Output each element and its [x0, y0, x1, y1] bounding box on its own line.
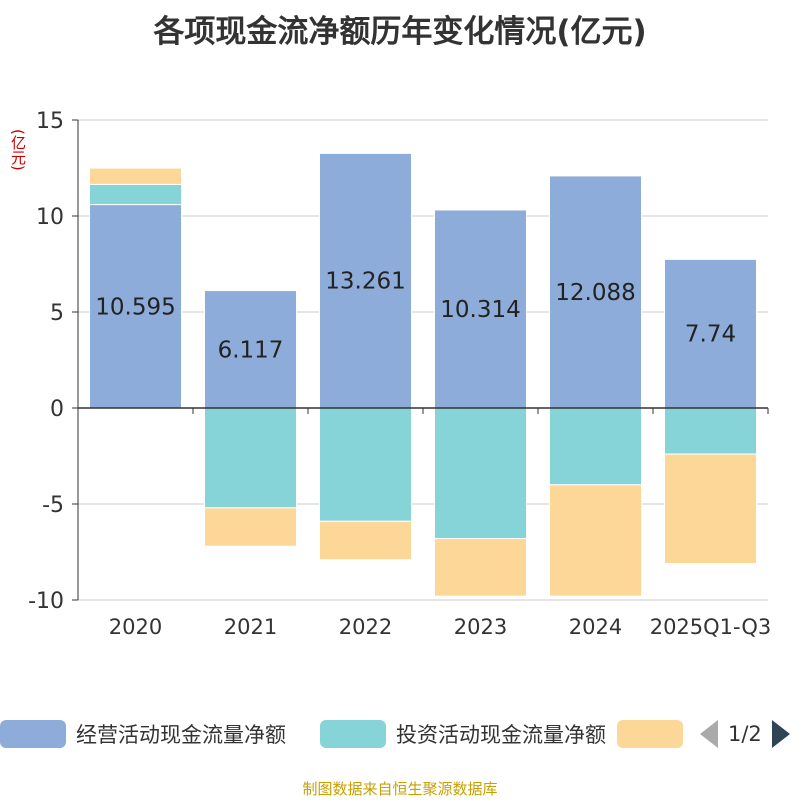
data-label: 10.314	[440, 297, 520, 323]
chart-title: 各项现金流净额历年变化情况(亿元)	[153, 14, 647, 50]
data-label: 13.261	[325, 269, 405, 295]
bar-3	[549, 484, 642, 597]
bar-3	[319, 520, 412, 561]
bar-chart: 15 10 5 0 -5 -10 10.595 2020 6.117 2021 13.261 2022…	[28, 109, 772, 639]
x-tick-label: 2025Q1-Q3	[650, 615, 772, 639]
data-label: 7.74	[685, 322, 736, 348]
legend-page-indicator: 1/2	[728, 722, 762, 746]
bar-2	[204, 407, 297, 509]
y-tick-label: -5	[42, 493, 64, 518]
legend-label-operating: 经营活动现金流量净额	[76, 723, 286, 747]
bar-1	[664, 258, 757, 409]
data-label: 10.595	[95, 294, 175, 320]
legend: 经营活动现金流量净额 投资活动现金流量净额	[0, 712, 800, 756]
y-tick-label: -10	[28, 589, 64, 614]
x-tick-label: 2023	[454, 615, 507, 639]
bar-1	[434, 209, 527, 409]
legend-pager: 1/2	[700, 712, 790, 756]
x-tick-label: 2020	[109, 615, 162, 639]
bar-2	[89, 183, 182, 206]
x-tick-label: 2024	[569, 615, 622, 639]
legend-item-operating[interactable]: 经营活动现金流量净额	[0, 712, 286, 756]
bar-2	[434, 407, 527, 540]
legend-prev-page-icon[interactable]	[700, 720, 718, 748]
y-tick-label: 10	[36, 205, 64, 230]
legend-item-financing[interactable]	[617, 712, 693, 756]
y-axis-unit-label: (亿元)	[9, 129, 27, 171]
x-tick-label: 2022	[339, 615, 392, 639]
data-label: 6.117	[218, 337, 284, 363]
legend-item-investing[interactable]: 投资活动现金流量净额	[320, 712, 606, 756]
data-source-footer: 制图数据来自恒生聚源数据库	[302, 780, 498, 798]
bar-3	[204, 507, 297, 547]
bar-3	[89, 167, 182, 185]
data-label: 12.088	[555, 280, 635, 306]
bar-3	[434, 538, 527, 597]
legend-next-page-icon[interactable]	[771, 720, 790, 748]
y-tick-label: 15	[36, 109, 64, 134]
legend-label-investing: 投资活动现金流量净额	[396, 723, 606, 747]
y-tick-label: 5	[50, 301, 64, 326]
x-tick-label: 2021	[224, 615, 277, 639]
legend-swatch-investing	[320, 720, 386, 748]
y-tick-label: 0	[50, 397, 64, 422]
bar-2	[319, 407, 412, 522]
legend-swatch-financing	[617, 720, 683, 748]
bar-3	[664, 453, 757, 565]
bar-2	[549, 407, 642, 486]
legend-swatch-operating	[0, 720, 66, 748]
bar-2	[664, 407, 757, 455]
bar-1	[549, 175, 642, 409]
